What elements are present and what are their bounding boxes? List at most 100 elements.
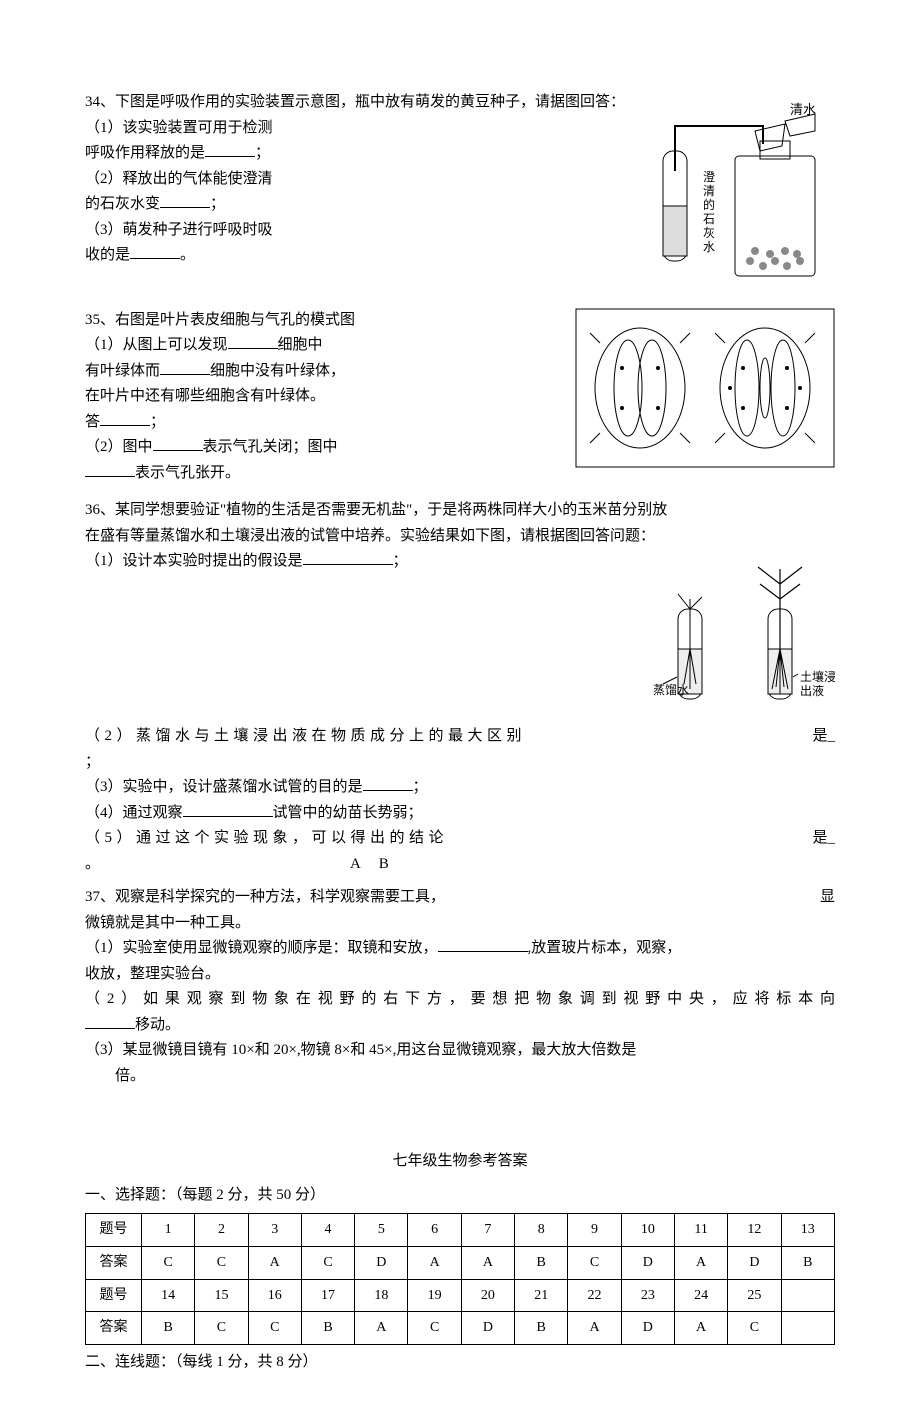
cell: 19 — [408, 1279, 461, 1312]
cell: C — [728, 1312, 781, 1345]
q34-p1a: （1）该实验装置可用于检测 — [85, 116, 385, 142]
q34-p3a: （3）萌发种子进行呼吸时吸 — [85, 218, 385, 244]
cell: D — [355, 1246, 408, 1279]
cell: B — [142, 1312, 195, 1345]
table-row: 题号 14 15 16 17 18 19 20 21 22 23 24 25 — [86, 1279, 835, 1312]
row-label: 答案 — [86, 1312, 142, 1345]
blank — [205, 142, 255, 157]
q35-p1e: 在叶片中还有哪些细胞含有叶绿体。 — [85, 384, 465, 410]
blank — [160, 193, 210, 208]
cell: 24 — [674, 1279, 727, 1312]
cell: D — [621, 1246, 674, 1279]
blank — [160, 360, 210, 375]
q36-p4b: 试管中的幼苗长势弱； — [273, 805, 423, 821]
q36-p5c: 。 — [85, 852, 100, 878]
cell — [781, 1279, 834, 1312]
q37-p1c: 收放，整理实验台。 — [85, 962, 835, 988]
q36-title-a: 36、某同学想要验证"植物的生活是否需要无机盐"，于是将两株同样大小的玉米苗分别… — [85, 498, 835, 524]
cell: 16 — [248, 1279, 301, 1312]
q37-p2b: 移动。 — [135, 1017, 180, 1033]
q37-p2a: （2）如果观察到物象在视野的右下方，要想把物象调到视野中央，应将标本向 — [85, 991, 835, 1007]
question-37: 37、观察是科学探究的一种方法，科学观察需要工具， 显 微镜就是其中一种工具。 （… — [85, 885, 835, 1089]
answer-table: 题号 1 2 3 4 5 6 7 8 9 10 11 12 13 答案 C C … — [85, 1213, 835, 1345]
q35-p1d: 细胞中没有叶绿体， — [210, 363, 345, 379]
q37-title-b: 显 — [820, 885, 835, 911]
blank — [228, 334, 278, 349]
cell: 20 — [461, 1279, 514, 1312]
cell: 11 — [674, 1214, 727, 1247]
cell — [781, 1312, 834, 1345]
blank — [130, 244, 180, 259]
q35-p1c: 有叶绿体而 — [85, 363, 160, 379]
cell: 1 — [142, 1214, 195, 1247]
q35-p2c: 表示气孔张开。 — [135, 465, 240, 481]
q36-p1a: （1）设计本实验时提出的假设是 — [85, 553, 303, 569]
blank — [153, 436, 203, 451]
q37-p3b: 倍。 — [115, 1068, 145, 1084]
section-1-header: 一、选择题：（每题 2 分，共 50 分） — [85, 1183, 835, 1209]
cell: D — [728, 1246, 781, 1279]
q37-p1b: ,放置玻片标本，观察， — [528, 940, 682, 956]
cell: 15 — [195, 1279, 248, 1312]
table-row: 答案 C C A C D A A B C D A D B — [86, 1246, 835, 1279]
cell: C — [195, 1312, 248, 1345]
cell: A — [461, 1246, 514, 1279]
cell: C — [142, 1246, 195, 1279]
cell: A — [408, 1246, 461, 1279]
cell: A — [674, 1312, 727, 1345]
question-36: 36、某同学想要验证"植物的生活是否需要无机盐"，于是将两株同样大小的玉米苗分别… — [85, 498, 835, 877]
cell: 13 — [781, 1214, 834, 1247]
blank — [85, 1014, 135, 1029]
q35-stomata-svg — [575, 308, 835, 468]
row-label: 题号 — [86, 1214, 142, 1247]
cell: 14 — [142, 1279, 195, 1312]
q35-p1g: ； — [150, 414, 165, 430]
q36-p3a: （3）实验中，设计盛蒸馏水试管的目的是 — [85, 779, 363, 795]
q34-p1b: 呼吸作用释放的是 — [85, 145, 205, 161]
cell: 8 — [515, 1214, 568, 1247]
q34-p3b: 收的是 — [85, 247, 130, 263]
q35-p2b: 表示气孔关闭；图中 — [203, 439, 338, 455]
q37-p1a: （1）实验室使用显微镜观察的顺序是：取镜和安放， — [85, 940, 438, 956]
cell: 4 — [301, 1214, 354, 1247]
q35-title: 35、右图是叶片表皮细胞与气孔的模式图 — [85, 308, 465, 334]
cell: 3 — [248, 1214, 301, 1247]
q36-p1b: ； — [393, 553, 408, 569]
cell: B — [515, 1246, 568, 1279]
blank — [85, 462, 135, 477]
q36-ab: A B — [350, 852, 389, 878]
cell: 21 — [515, 1279, 568, 1312]
blank — [303, 550, 393, 565]
cell: 22 — [568, 1279, 621, 1312]
q35-figure — [575, 308, 835, 468]
q35-p1a: （1）从图上可以发现 — [85, 337, 228, 353]
cell: A — [568, 1312, 621, 1345]
q37-title-c: 微镜就是其中一种工具。 — [85, 911, 835, 937]
cell: 23 — [621, 1279, 674, 1312]
cell: D — [461, 1312, 514, 1345]
blank — [100, 411, 150, 426]
answer-title: 七年级生物参考答案 — [85, 1149, 835, 1175]
q34-p1c: ； — [255, 145, 270, 161]
q37-title-a: 37、观察是科学探究的一种方法，科学观察需要工具， — [85, 885, 445, 911]
cell: 12 — [728, 1214, 781, 1247]
cell: 25 — [728, 1279, 781, 1312]
q37-p3a: （3）某显微镜目镜有 10×和 20×,物镜 8×和 45×,用这台显微镜观察，… — [85, 1042, 636, 1058]
q36-label-a: 蒸馏水 — [653, 683, 689, 697]
q36-plants-svg: 蒸馏水 土壤浸 出液 — [645, 549, 835, 719]
q36-p2c: ； — [85, 754, 100, 770]
cell: 17 — [301, 1279, 354, 1312]
q36-p3b: ； — [413, 779, 428, 795]
cell: 2 — [195, 1214, 248, 1247]
cell: 18 — [355, 1279, 408, 1312]
q34-figure: 清水 澄 清 — [635, 96, 835, 291]
cell: C — [195, 1246, 248, 1279]
cell: A — [674, 1246, 727, 1279]
blank — [183, 802, 273, 817]
cell: B — [781, 1246, 834, 1279]
q35-p1b: 细胞中 — [278, 337, 323, 353]
q36-p4a: （4）通过观察 — [85, 805, 183, 821]
cell: D — [621, 1312, 674, 1345]
cell: 9 — [568, 1214, 621, 1247]
q36-p2b: 是_ — [812, 724, 835, 750]
